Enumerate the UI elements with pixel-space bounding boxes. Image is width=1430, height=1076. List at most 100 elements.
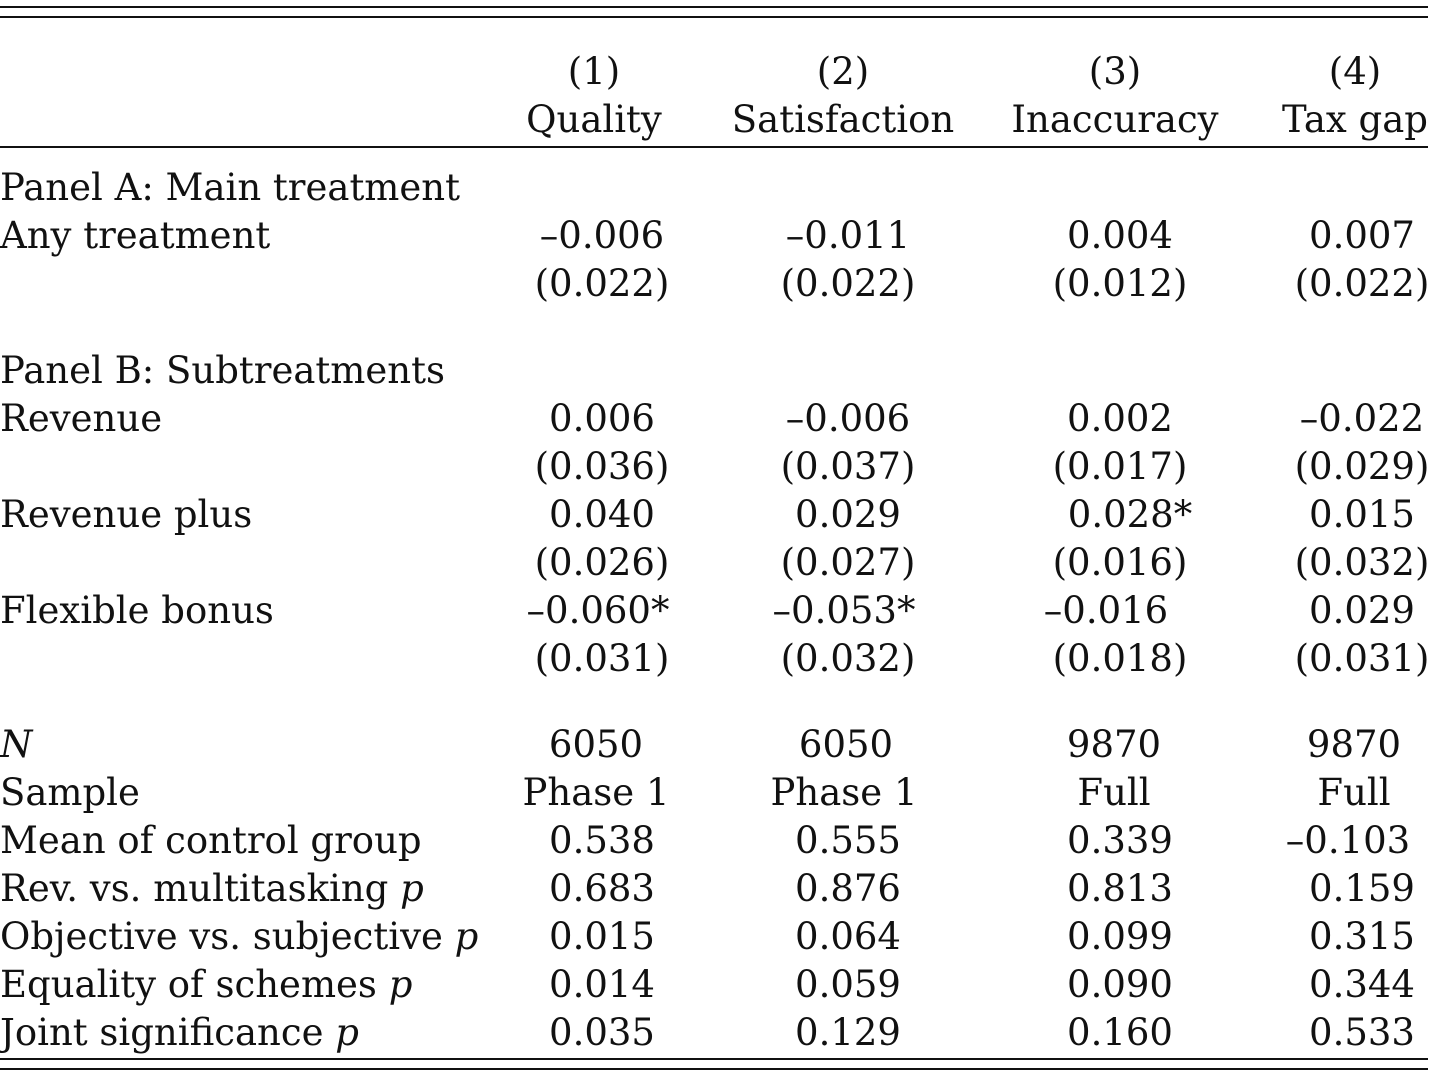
stat-value: 0.555 — [795, 819, 901, 862]
top-rule — [0, 6, 1428, 8]
stat-value: 0.064 — [795, 915, 901, 958]
stat-value: 0.015 — [549, 915, 655, 958]
coefficient: 0.029 — [1309, 589, 1415, 632]
stat-row-rev-vs-multitasking: Rev. vs. multitasking p 0.683 0.876 0.81… — [0, 866, 1430, 912]
standard-error: (0.026) — [534, 541, 670, 584]
standard-error: (0.022) — [780, 262, 916, 305]
stat-value: 0.876 — [795, 867, 901, 910]
standard-error: (0.037) — [780, 445, 916, 488]
coefficient: –0.022 — [1299, 397, 1425, 440]
coefficient: –0.016 — [1043, 589, 1169, 632]
column-number: (2) — [816, 50, 870, 93]
coefficient: –0.006 — [785, 397, 911, 440]
stat-value: 0.339 — [1067, 819, 1173, 862]
top-rule-second — [0, 16, 1428, 18]
standard-error: (0.016) — [1052, 541, 1188, 584]
table-row: Revenue 0.006 –0.006 0.002 –0.022 — [0, 396, 1430, 442]
coefficient: 0.007 — [1309, 214, 1415, 257]
stat-value: 9870 — [1306, 723, 1402, 766]
table-row-se: (0.022) (0.022) (0.012) (0.022) — [0, 261, 1430, 307]
row-label: Revenue plus — [0, 493, 253, 536]
table-row: Revenue plus 0.040 0.029 0.028* 0.015 — [0, 492, 1430, 538]
row-label: Joint significance p — [0, 1011, 359, 1054]
stat-value: 0.315 — [1309, 915, 1415, 958]
stat-value: 0.533 — [1309, 1011, 1415, 1054]
coefficient: 0.002 — [1067, 397, 1173, 440]
coefficient: 0.028* — [1067, 493, 1193, 536]
panel-b-title-row: Panel B: Subtreatments — [0, 348, 1430, 394]
stat-value: 0.014 — [549, 963, 655, 1006]
stat-value: 0.344 — [1309, 963, 1415, 1006]
coefficient: –0.011 — [785, 214, 911, 257]
column-name-quality: Quality — [526, 98, 662, 141]
coefficient: 0.006 — [549, 397, 655, 440]
table-row-se: (0.036) (0.037) (0.017) (0.029) — [0, 444, 1430, 490]
stat-value: Full — [1317, 771, 1391, 814]
standard-error: (0.017) — [1052, 445, 1188, 488]
stat-row-equality-of-schemes: Equality of schemes p 0.014 0.059 0.090 … — [0, 962, 1430, 1008]
coefficient: –0.053* — [772, 589, 916, 632]
column-name-satisfaction: Satisfaction — [731, 98, 955, 141]
bottom-rule — [0, 1058, 1428, 1060]
row-label: Rev. vs. multitasking p — [0, 867, 424, 910]
standard-error: (0.018) — [1052, 637, 1188, 680]
table-row: Flexible bonus –0.060* –0.053* –0.016 0.… — [0, 588, 1430, 634]
row-label: Revenue — [0, 397, 163, 440]
row-label: N — [0, 723, 33, 766]
stat-value: 6050 — [798, 723, 894, 766]
bottom-rule-second — [0, 1068, 1428, 1070]
coefficient: –0.060* — [526, 589, 670, 632]
coefficient: –0.006 — [539, 214, 665, 257]
stat-row-mean-control: Mean of control group 0.538 0.555 0.339 … — [0, 818, 1430, 864]
standard-error: (0.029) — [1294, 445, 1430, 488]
panel-a-title-row: Panel A: Main treatment — [0, 165, 1430, 211]
stat-row-joint-significance: Joint significance p 0.035 0.129 0.160 0… — [0, 1010, 1430, 1056]
coefficient: 0.029 — [795, 493, 901, 536]
stat-value: Phase 1 — [522, 771, 670, 814]
panel-b-title: Panel B: Subtreatments — [0, 349, 445, 392]
stat-value: 0.160 — [1067, 1011, 1173, 1054]
column-number: (4) — [1328, 50, 1382, 93]
stat-value: 0.059 — [795, 963, 901, 1006]
column-name-inaccuracy: Inaccuracy — [1011, 98, 1219, 141]
row-label: Objective vs. subjective p — [0, 915, 479, 958]
standard-error: (0.022) — [534, 262, 670, 305]
table-row: Any treatment –0.006 –0.011 0.004 0.007 — [0, 213, 1430, 259]
coefficient: 0.040 — [549, 493, 655, 536]
stat-value: 9870 — [1066, 723, 1162, 766]
standard-error: (0.032) — [780, 637, 916, 680]
stat-value: 6050 — [548, 723, 644, 766]
stat-value: 0.159 — [1309, 867, 1415, 910]
table-row-se: (0.026) (0.027) (0.016) (0.032) — [0, 540, 1430, 586]
row-label: Any treatment — [0, 214, 271, 257]
stat-row-objective-vs-subjective: Objective vs. subjective p 0.015 0.064 0… — [0, 914, 1430, 960]
column-name-tax-gap: Tax gap — [1282, 98, 1428, 141]
standard-error: (0.032) — [1294, 541, 1430, 584]
stat-value: 0.813 — [1067, 867, 1173, 910]
standard-error: (0.012) — [1052, 262, 1188, 305]
header-rule — [0, 146, 1428, 148]
row-label: Flexible bonus — [0, 589, 274, 632]
standard-error: (0.031) — [1294, 637, 1430, 680]
coefficient: 0.015 — [1309, 493, 1415, 536]
row-label: Sample — [0, 771, 140, 814]
stat-value: 0.090 — [1067, 963, 1173, 1006]
stat-row-sample: Sample Phase 1 Phase 1 Full Full — [0, 770, 1430, 816]
standard-error: (0.022) — [1294, 262, 1430, 305]
stat-value: Full — [1077, 771, 1151, 814]
standard-error: (0.031) — [534, 637, 670, 680]
stat-row-n: N 6050 6050 9870 9870 — [0, 722, 1430, 768]
standard-error: (0.036) — [534, 445, 670, 488]
stat-value: 0.099 — [1067, 915, 1173, 958]
row-label: Equality of schemes p — [0, 963, 413, 1006]
coefficient: 0.004 — [1067, 214, 1173, 257]
standard-error: (0.027) — [780, 541, 916, 584]
column-name-row: Quality Satisfaction Inaccuracy Tax gap — [0, 97, 1430, 143]
column-number: (3) — [1088, 50, 1142, 93]
panel-a-title: Panel A: Main treatment — [0, 166, 460, 209]
column-number-row: (1) (2) (3) (4) — [0, 49, 1430, 95]
stat-value: 0.683 — [549, 867, 655, 910]
stat-value: 0.035 — [549, 1011, 655, 1054]
stat-value: 0.129 — [795, 1011, 901, 1054]
column-number: (1) — [567, 50, 621, 93]
